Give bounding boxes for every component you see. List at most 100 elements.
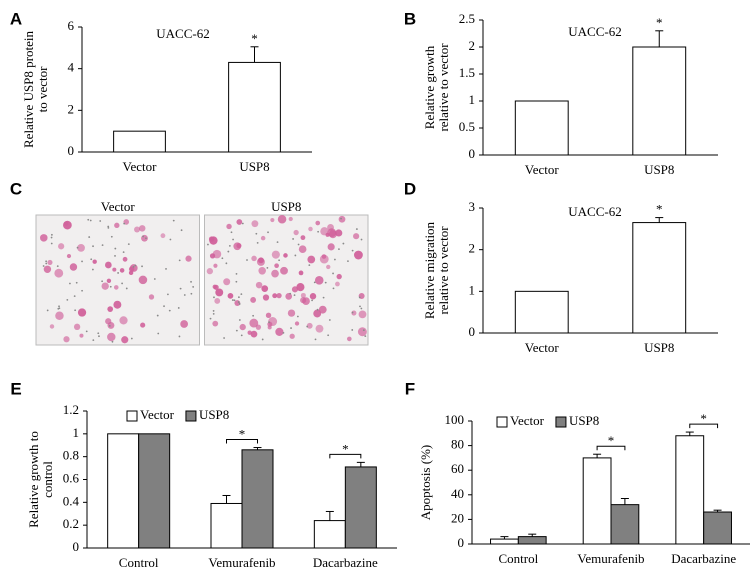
cell bbox=[354, 250, 363, 260]
cell bbox=[160, 233, 166, 239]
pore bbox=[50, 233, 53, 236]
pore bbox=[293, 294, 296, 297]
pore bbox=[97, 332, 100, 335]
pore bbox=[355, 228, 358, 230]
micrograph bbox=[35, 214, 200, 346]
significance: * bbox=[608, 433, 615, 448]
cell bbox=[58, 243, 65, 250]
pore bbox=[179, 287, 182, 290]
y-tick-label: 0 bbox=[458, 535, 465, 550]
cell bbox=[258, 267, 266, 275]
pore bbox=[108, 324, 111, 327]
cell bbox=[121, 336, 129, 344]
cell bbox=[138, 225, 146, 232]
pore bbox=[56, 265, 59, 268]
cell bbox=[107, 321, 115, 329]
cell bbox=[296, 283, 305, 292]
pore bbox=[101, 244, 104, 247]
bar bbox=[703, 511, 732, 545]
x-tick-label: USP8 bbox=[239, 159, 269, 174]
pore bbox=[223, 337, 225, 339]
pore bbox=[177, 307, 180, 309]
pore bbox=[172, 219, 175, 222]
cell bbox=[215, 288, 224, 297]
pore bbox=[145, 237, 147, 240]
x-tick-label: Dacarbazine bbox=[671, 551, 736, 566]
y-axis-label: to vector bbox=[35, 66, 50, 113]
pore bbox=[130, 337, 133, 340]
pore bbox=[235, 280, 238, 283]
cell bbox=[251, 255, 257, 262]
pore bbox=[290, 327, 292, 329]
x-tick-label: USP8 bbox=[644, 340, 674, 355]
pore bbox=[261, 338, 264, 341]
cell bbox=[250, 330, 258, 338]
cell bbox=[55, 311, 64, 321]
pore bbox=[50, 242, 53, 245]
pore bbox=[292, 238, 295, 240]
y-axis-label: relative to vector bbox=[436, 226, 451, 315]
pore bbox=[190, 292, 193, 295]
cell bbox=[213, 263, 218, 268]
y-tick-label: 1 bbox=[469, 282, 476, 297]
cell bbox=[66, 254, 72, 259]
cell bbox=[298, 245, 307, 254]
pore bbox=[167, 293, 169, 296]
cell bbox=[326, 264, 331, 270]
cell bbox=[306, 322, 313, 329]
pore bbox=[42, 265, 45, 267]
pore bbox=[212, 310, 215, 312]
pore bbox=[156, 314, 159, 317]
pore bbox=[235, 329, 238, 332]
cell bbox=[276, 292, 282, 299]
y-axis-label: Apoptosis (%) bbox=[418, 445, 433, 520]
pore bbox=[168, 309, 171, 312]
y-tick-label: 1 bbox=[73, 425, 80, 440]
pore bbox=[359, 305, 361, 308]
cell bbox=[233, 242, 242, 251]
pore bbox=[99, 220, 102, 222]
bar bbox=[107, 433, 140, 549]
cell bbox=[288, 216, 293, 222]
pore bbox=[240, 293, 243, 296]
pore bbox=[165, 268, 167, 270]
pore bbox=[141, 265, 143, 268]
panel-letter: A bbox=[10, 9, 22, 28]
pore bbox=[190, 280, 192, 283]
pore bbox=[45, 262, 48, 265]
legend-label: Vector bbox=[140, 407, 175, 422]
y-tick-label: 0 bbox=[469, 324, 476, 339]
cell bbox=[247, 330, 252, 335]
pore bbox=[66, 298, 69, 301]
cell bbox=[106, 278, 112, 283]
cell bbox=[223, 278, 231, 286]
pore bbox=[92, 339, 95, 342]
cell bbox=[294, 321, 300, 326]
pore bbox=[45, 260, 48, 263]
y-tick-label: 3 bbox=[469, 199, 476, 214]
pore bbox=[322, 296, 325, 299]
pore bbox=[358, 296, 361, 299]
cell bbox=[260, 235, 266, 241]
cell bbox=[234, 300, 241, 306]
pore bbox=[237, 301, 240, 303]
y-tick-label: 2 bbox=[469, 38, 476, 53]
cell bbox=[206, 268, 214, 275]
pore bbox=[294, 254, 297, 257]
cell bbox=[122, 256, 128, 262]
pore bbox=[233, 299, 236, 302]
cell bbox=[307, 255, 316, 264]
cell bbox=[212, 284, 217, 289]
pore bbox=[58, 305, 60, 308]
cell bbox=[40, 234, 48, 242]
y-axis-label: Relative growth bbox=[422, 45, 437, 129]
chart-title: UACC-62 bbox=[568, 24, 621, 39]
pore bbox=[213, 296, 215, 299]
cell bbox=[335, 281, 340, 287]
pore bbox=[74, 309, 77, 312]
y-axis-label: Relative migration bbox=[422, 221, 437, 319]
cell bbox=[107, 306, 114, 312]
bar bbox=[241, 449, 274, 549]
image-label: USP8 bbox=[271, 199, 301, 214]
cell bbox=[267, 325, 272, 330]
